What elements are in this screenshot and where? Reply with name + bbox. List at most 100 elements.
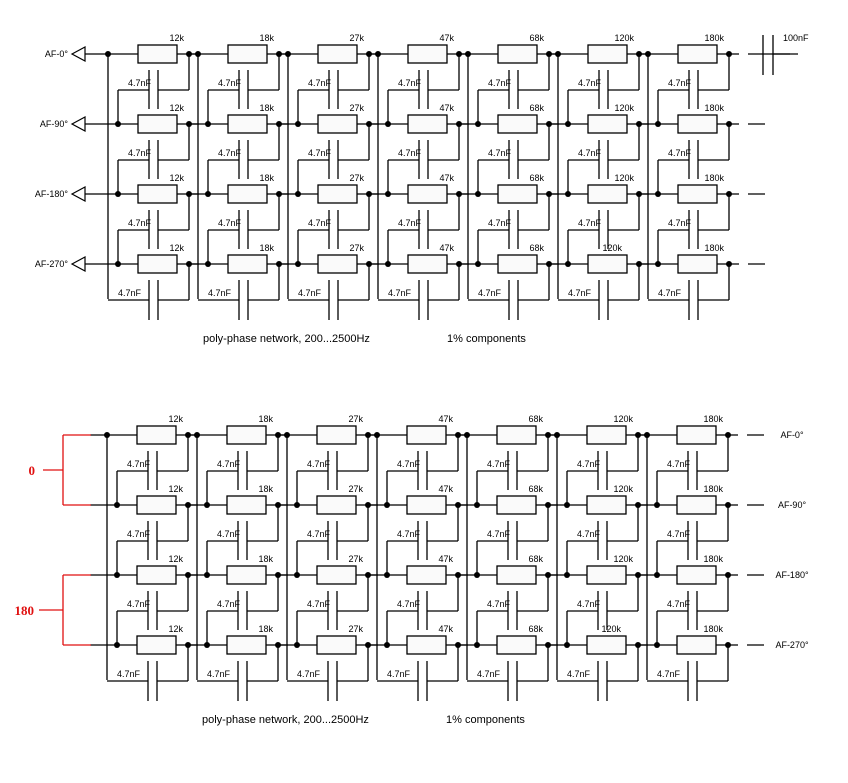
junction-dot — [475, 121, 481, 127]
resistor-value-label: 68k — [529, 103, 544, 113]
resistor-value-label: 12k — [168, 624, 183, 634]
capacitor-value-label: 4.7nF — [217, 459, 241, 469]
capacitor-value-label: 4.7nF — [218, 78, 242, 88]
resistor — [496, 425, 537, 445]
junction-dot — [385, 261, 391, 267]
output-label: AF-0° — [780, 430, 804, 440]
capacitor: 4.7nF — [656, 575, 729, 645]
capacitor: 4.7nF — [296, 435, 369, 505]
resistor-value-label: 18k — [259, 103, 274, 113]
resistor — [407, 44, 448, 64]
capacitor: 4.7nF — [207, 124, 280, 194]
input-port: AF-0° — [45, 45, 86, 63]
junction-dot — [294, 572, 300, 578]
capacitor-value-label: 4.7nF — [208, 288, 232, 298]
resistor — [587, 44, 628, 64]
capacitor: 4.7nF — [206, 575, 279, 645]
resistor-value-label: 12k — [168, 484, 183, 494]
capacitor: 4.7nF — [296, 575, 369, 645]
resistor-value-label: 68k — [529, 243, 544, 253]
junction-dot — [565, 191, 571, 197]
resistor-value-label: 180k — [703, 554, 723, 564]
resistor-value-label: 180k — [704, 173, 724, 183]
junction-dot — [114, 572, 120, 578]
capacitor-value-label: 4.7nF — [308, 218, 332, 228]
resistor — [496, 495, 537, 515]
resistor — [317, 254, 358, 274]
junction-dot — [654, 642, 660, 648]
capacitor: 4.7nF — [566, 505, 639, 575]
capacitor: 4.7nF — [387, 194, 460, 264]
resistor — [406, 425, 447, 445]
resistor — [227, 114, 268, 134]
resistor — [496, 565, 537, 585]
capacitor-value-label: 4.7nF — [217, 599, 241, 609]
junction-dot — [295, 261, 301, 267]
capacitor-value-label: 4.7nF — [487, 529, 511, 539]
junction-dot — [564, 502, 570, 508]
capacitor: 4.7nF — [648, 264, 730, 320]
stage-2: 18k 4.7nF 18k 4.7nF 18k 4.7nF 18k 4.7nF — [188, 33, 289, 320]
capacitor: 4.7nF — [117, 124, 190, 194]
capacitor-value-label: 4.7nF — [217, 529, 241, 539]
capacitor: 4.7nF — [386, 575, 459, 645]
output-label: AF-180° — [775, 570, 809, 580]
input-triangle-icon — [70, 45, 86, 63]
capacitor: 4.7nF — [657, 124, 730, 194]
capacitor-value-label: 4.7nF — [218, 148, 242, 158]
components-note: 1% components — [447, 333, 526, 345]
resistor — [227, 184, 268, 204]
resistor-value-label: 27k — [348, 624, 363, 634]
resistor — [137, 254, 178, 274]
capacitor-value-label: 4.7nF — [117, 669, 141, 679]
stage-6: 120k 4.7nF 120k 4.7nF 120k 4.7nF 120k 4.7nF — [547, 414, 648, 701]
resistor — [407, 254, 448, 274]
capacitor: 4.7nF — [107, 645, 189, 701]
capacitor-value-label: 4.7nF — [398, 218, 422, 228]
capacitor-value-label: 4.7nF — [488, 148, 512, 158]
input-port: AF-180° — [35, 185, 86, 203]
resistor-value-label: 12k — [169, 33, 184, 43]
junction-dot — [115, 121, 121, 127]
capacitor-value-label: 4.7nF — [398, 78, 422, 88]
capacitor-value-label: 4.7nF — [307, 459, 331, 469]
capacitor-value-label: 4.7nF — [577, 599, 601, 609]
resistor — [136, 495, 177, 515]
resistor — [497, 114, 538, 134]
resistor-value-label: 68k — [528, 624, 543, 634]
resistor — [316, 565, 357, 585]
capacitor-value-label: 4.7nF — [577, 529, 601, 539]
network-0: 12k 4.7nF 12k 4.7nF 12k 4.7nF 12k 4.7nF 18k 4.7nF… — [35, 33, 809, 345]
resistor — [227, 254, 268, 274]
junction-dot — [204, 642, 210, 648]
capacitor: 4.7nF — [567, 54, 640, 124]
resistor — [587, 254, 628, 274]
junction-dot — [565, 121, 571, 127]
resistor — [137, 114, 178, 134]
junction-dot — [204, 572, 210, 578]
capacitor-value-label: 4.7nF — [577, 459, 601, 469]
capacitor: 4.7nF — [476, 435, 549, 505]
junction-dot — [474, 502, 480, 508]
resistor-value-label: 27k — [349, 173, 364, 183]
capacitor: 4.7nF — [558, 264, 640, 320]
capacitor-value-label: 4.7nF — [668, 148, 692, 158]
capacitor-value-label: 4.7nF — [118, 288, 142, 298]
resistor-value-label: 47k — [438, 414, 453, 424]
resistor-value-label: 120k — [614, 33, 634, 43]
capacitor-value-label: 4.7nF — [297, 669, 321, 679]
capacitor: 4.7nF — [116, 505, 189, 575]
resistor-value-label: 68k — [529, 173, 544, 183]
input-port: AF-270° — [35, 255, 86, 273]
resistor — [676, 425, 717, 445]
stage-1: 12k 4.7nF 12k 4.7nF 12k 4.7nF 12k 4.7nF — [84, 33, 199, 320]
input-port: AF-90° — [40, 115, 86, 133]
resistor — [137, 184, 178, 204]
resistor — [676, 495, 717, 515]
capacitor-value-label: 4.7nF — [487, 459, 511, 469]
capacitor: 4.7nF — [117, 194, 190, 264]
stage-4: 47k 4.7nF 47k 4.7nF 47k 4.7nF 47k 4.7nF — [367, 414, 468, 701]
capacitor-value-label: 4.7nF — [488, 78, 512, 88]
output-label: AF-270° — [775, 640, 809, 650]
